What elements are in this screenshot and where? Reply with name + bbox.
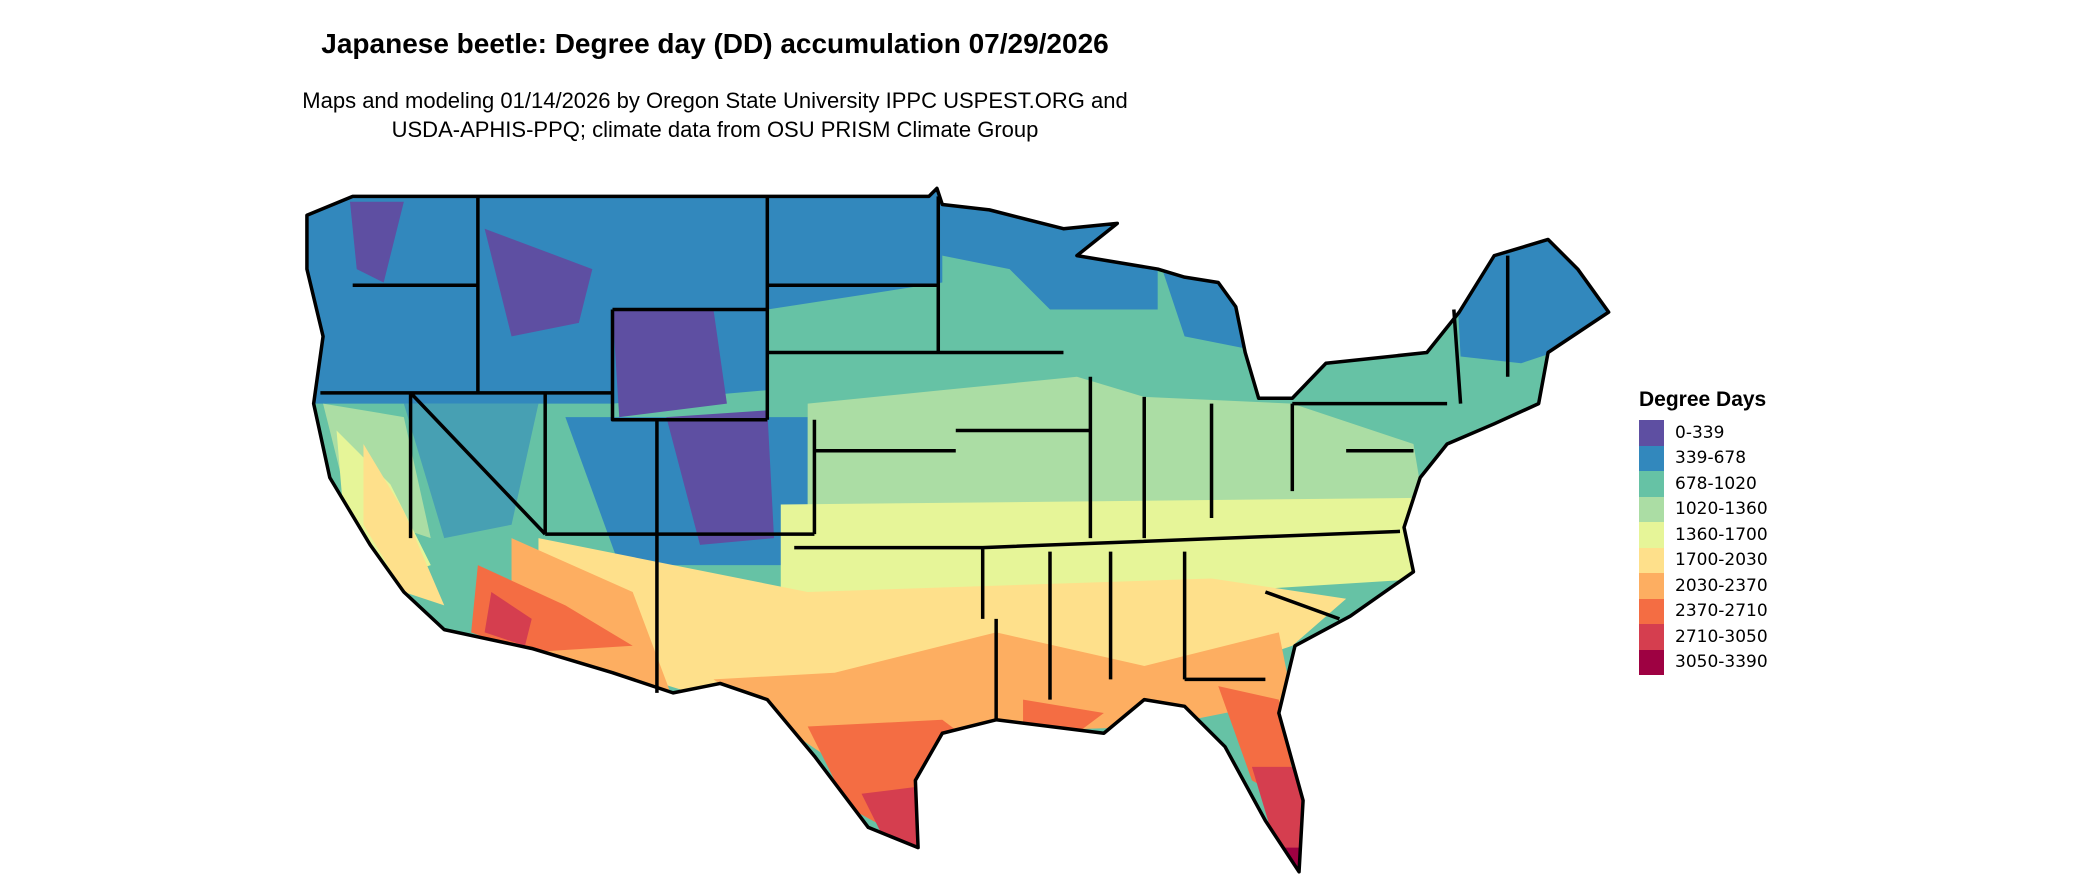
legend-label: 2030-2370: [1675, 575, 1768, 596]
legend-item: 1700-2030: [1639, 547, 1768, 573]
legend-item: 0-339: [1639, 420, 1768, 446]
legend-label: 1360-1700: [1675, 524, 1768, 545]
legend-item: 1360-1700: [1639, 522, 1768, 548]
legend-swatch: [1639, 573, 1664, 599]
legend-label: 678-1020: [1675, 473, 1757, 494]
legend-item: 2710-3050: [1639, 624, 1768, 650]
legend-label: 1700-2030: [1675, 550, 1768, 571]
state-borders: [305, 186, 1611, 874]
legend-label: 2370-2710: [1675, 601, 1768, 622]
dd-raster: [306, 188, 1609, 872]
legend-item: 3050-3390: [1639, 649, 1768, 675]
legend-swatch: [1639, 598, 1664, 624]
legend-swatch: [1639, 624, 1664, 650]
legend-item: 2030-2370: [1639, 573, 1768, 599]
legend-swatch: [1639, 496, 1664, 522]
legend: Degree Days 0-339 339-678 678-1020 1020-136…: [1639, 388, 1768, 675]
map-title: Japanese beetle: Degree day (DD) accumul…: [321, 28, 1109, 59]
legend-label: 1020-1360: [1675, 499, 1768, 520]
map-subtitle: Maps and modeling 01/14/2026 by Oregon S…: [0, 86, 1430, 144]
subtitle-line-2: USDA-APHIS-PPQ; climate data from OSU PR…: [391, 117, 1039, 142]
legend-item: 339-678: [1639, 445, 1768, 471]
legend-label: 2710-3050: [1675, 626, 1768, 647]
legend-label: 339-678: [1675, 448, 1747, 469]
legend-swatch: [1639, 445, 1664, 471]
legend-title: Degree Days: [1639, 388, 1767, 411]
subtitle-line-1: Maps and modeling 01/14/2026 by Oregon S…: [302, 88, 1128, 113]
legend-label: 3050-3390: [1675, 652, 1768, 673]
legend-item: 1020-1360: [1639, 496, 1768, 522]
legend-swatch: [1639, 649, 1664, 675]
legend-item: 678-1020: [1639, 471, 1768, 497]
legend-label: 0-339: [1675, 422, 1725, 443]
legend-swatch: [1639, 522, 1664, 548]
legend-swatch: [1639, 547, 1664, 573]
legend-swatch: [1639, 420, 1664, 446]
legend-item: 2370-2710: [1639, 598, 1768, 624]
legend-swatch: [1639, 471, 1664, 497]
